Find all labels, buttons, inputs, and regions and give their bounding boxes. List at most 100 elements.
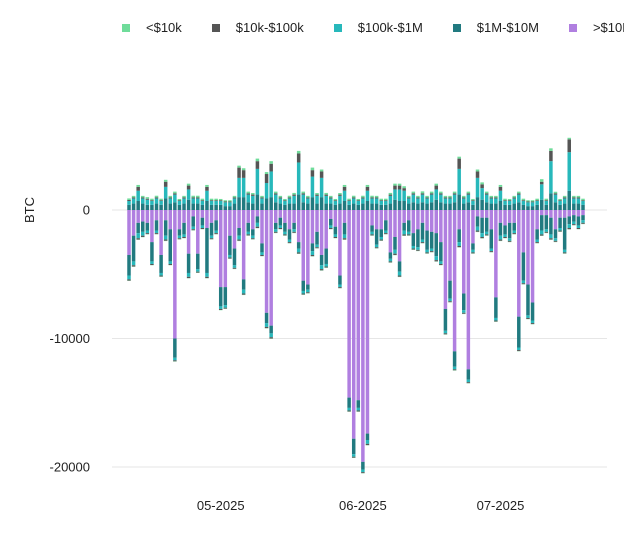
bar-segment	[370, 225, 374, 232]
bar-segment	[539, 210, 544, 216]
bar-segment	[471, 252, 475, 254]
bar-segment	[296, 194, 301, 210]
bar-segment	[273, 202, 278, 210]
bar-segment	[136, 186, 140, 191]
bar-segment	[251, 195, 255, 204]
bar-segment	[443, 197, 448, 199]
bar-segment	[429, 231, 434, 249]
bar-segment	[393, 253, 397, 255]
bar-segment	[150, 198, 154, 201]
bar-segment	[237, 177, 241, 198]
bar-segment	[223, 305, 228, 308]
bar-segment	[127, 279, 131, 281]
bar-segment	[503, 201, 507, 205]
bar-segment	[452, 351, 457, 367]
bar-segment	[283, 198, 287, 201]
bar-segment	[374, 247, 379, 249]
bar-segment	[228, 200, 232, 202]
bar-segment	[425, 195, 429, 198]
bar-segment	[237, 210, 241, 228]
bar-segment	[246, 234, 250, 236]
bar-segment	[264, 312, 269, 324]
bar-segment	[150, 242, 154, 262]
bar-segment	[159, 200, 163, 202]
bar-segment	[434, 189, 439, 200]
bar-segment	[443, 210, 448, 309]
bar-segment	[374, 229, 379, 245]
bar-segment	[406, 210, 411, 221]
bar-segment	[489, 251, 494, 253]
bar-segment	[361, 197, 365, 199]
bar-segment	[521, 252, 526, 281]
bar-segment	[296, 162, 301, 195]
bar-segment	[269, 210, 273, 326]
bar-segment	[572, 215, 576, 222]
legend-item-10k-100k[interactable]: $10k-$100k	[211, 20, 304, 35]
bar-segment	[517, 350, 521, 352]
bar-segment	[406, 197, 411, 199]
bar-segment	[141, 210, 145, 222]
bar-segment	[200, 210, 205, 218]
bar-segment	[494, 317, 498, 321]
bar-segment	[273, 231, 278, 233]
bar-segment	[397, 183, 402, 186]
bar-segment	[269, 325, 273, 334]
bar-segment	[361, 472, 365, 474]
bar-segment	[448, 198, 452, 204]
bar-segment	[475, 171, 480, 178]
bar-segment	[374, 195, 379, 198]
bar-segment	[182, 234, 186, 237]
bar-segment	[168, 197, 173, 199]
bar-segment	[553, 229, 558, 239]
legend-item-lt10k[interactable]: <$10k	[122, 20, 182, 35]
legend-item-1m-10m[interactable]: $1M-$10M	[452, 20, 539, 35]
bar-segment	[530, 210, 535, 303]
bar-segment	[186, 276, 191, 279]
bar-segment	[315, 210, 319, 232]
bar-segment	[310, 197, 315, 210]
bar-segment	[315, 194, 319, 196]
bar-segment	[329, 227, 333, 230]
bar-segment	[342, 190, 347, 202]
bar-segment	[434, 260, 439, 262]
bar-segment	[457, 168, 461, 195]
bar-segment	[232, 267, 237, 269]
bar-segment	[498, 210, 503, 223]
bar-segment	[558, 200, 562, 202]
bar-segment	[241, 177, 246, 198]
bar-segment	[218, 306, 223, 309]
bar-segment	[379, 210, 383, 230]
bar-segment	[287, 229, 292, 240]
bar-segment	[168, 229, 173, 262]
bar-segment	[452, 194, 457, 203]
x-tick-label: 06-2025	[339, 498, 387, 513]
bar-segment	[425, 198, 429, 204]
bar-segment	[145, 197, 150, 199]
bar-segment	[241, 197, 246, 210]
bar-segment	[581, 198, 585, 201]
bar-segment	[141, 203, 145, 210]
bar-segment	[439, 191, 443, 194]
bar-segment	[214, 210, 218, 221]
bar-segment	[507, 240, 512, 242]
bar-segment	[507, 204, 512, 210]
bar-segment	[237, 235, 241, 240]
bar-segment	[507, 222, 512, 239]
bar-segment	[429, 202, 434, 210]
bar-segment	[530, 320, 535, 324]
legend-item-100k-1m[interactable]: $100k-$1M	[333, 20, 423, 35]
bar-segment	[319, 177, 324, 198]
bar-segment	[182, 210, 186, 223]
bar-segment	[260, 210, 264, 244]
legend-item-gt10m[interactable]: >$10M	[568, 20, 624, 35]
bar-segment	[319, 171, 324, 178]
bar-segment	[287, 203, 292, 210]
bar-segment	[324, 210, 328, 249]
bar-segment	[393, 236, 397, 250]
bar-segment	[439, 210, 443, 243]
bar-segment	[324, 194, 328, 196]
bar-segment	[168, 261, 173, 264]
legend-label: $10k-$100k	[235, 20, 304, 35]
bar-segment	[429, 248, 434, 252]
bar-segment	[402, 190, 406, 202]
